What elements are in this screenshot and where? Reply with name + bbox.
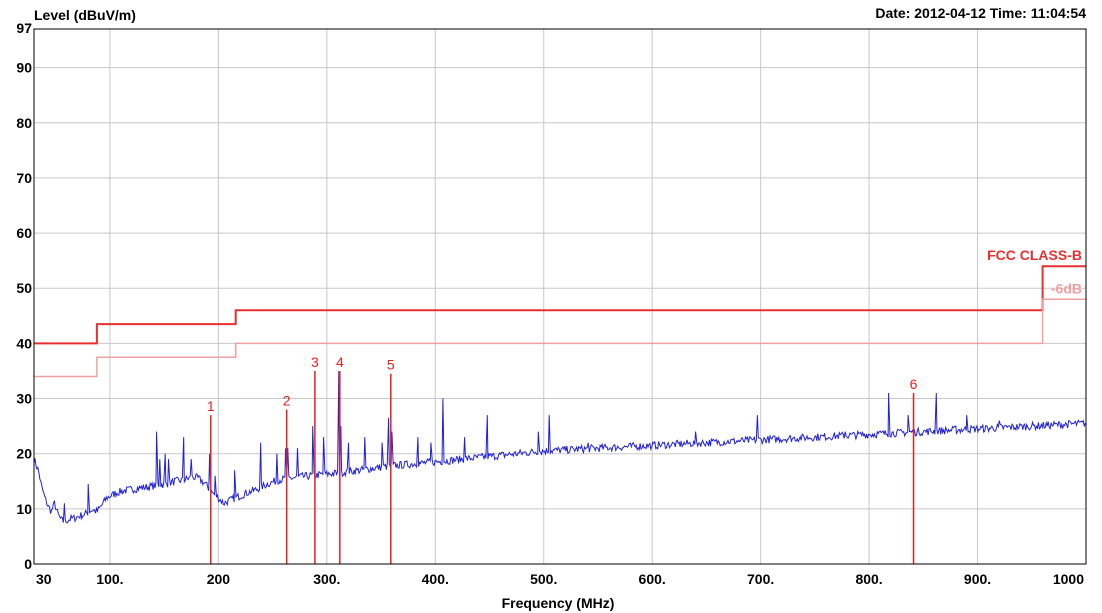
x-tick-label: 30 bbox=[36, 571, 52, 587]
x-tick-label: 600. bbox=[639, 571, 666, 587]
marker-label-5: 5 bbox=[387, 357, 395, 373]
grid bbox=[34, 29, 1086, 564]
markers: 1 2 3 4 5 6 bbox=[207, 354, 918, 564]
x-tick-label: 400. bbox=[422, 571, 449, 587]
y-tick-label: 70 bbox=[16, 170, 32, 186]
tick-labels: 30 100. 200 300. 400. 500. 600. 700. 800. 900. 100… bbox=[16, 20, 1084, 587]
y-tick-label: 90 bbox=[16, 60, 32, 76]
marker-label-3: 3 bbox=[311, 354, 319, 370]
x-tick-label: 700. bbox=[747, 571, 774, 587]
marker-label-6: 6 bbox=[910, 376, 918, 392]
y-tick-label: 60 bbox=[16, 225, 32, 241]
y-tick-label: 10 bbox=[16, 501, 32, 517]
marker-label-1: 1 bbox=[207, 398, 215, 414]
y-tick-label: 0 bbox=[24, 556, 32, 572]
plot-frame bbox=[33, 28, 1087, 565]
limit-label-margin: -6dB bbox=[1051, 280, 1082, 296]
x-tick-label: 100. bbox=[96, 571, 123, 587]
date-time-readout: Date: 2012-04-12 Time: 11:04:54 bbox=[875, 5, 1086, 21]
limit-label-fcc-class-b: FCC CLASS-B bbox=[987, 247, 1082, 263]
y-tick-label: 80 bbox=[16, 115, 32, 131]
trace bbox=[33, 370, 1086, 524]
y-tick-label: 20 bbox=[16, 446, 32, 462]
y-axis-label: Level (dBuV/m) bbox=[34, 7, 136, 23]
y-tick-label: 97 bbox=[16, 20, 32, 36]
x-tick-label: 800. bbox=[855, 571, 882, 587]
x-tick-label: 1000 bbox=[1053, 571, 1084, 587]
y-tick-label: 30 bbox=[16, 391, 32, 407]
y-tick-label: 40 bbox=[16, 335, 32, 351]
limit-line-margin bbox=[34, 298, 1086, 378]
limit-line-fcc-class-b bbox=[34, 265, 1086, 345]
marker-label-2: 2 bbox=[283, 393, 291, 409]
x-tick-label: 300. bbox=[313, 571, 340, 587]
x-axis-label: Frequency (MHz) bbox=[502, 595, 615, 611]
measurement-trace bbox=[33, 370, 1086, 524]
x-tick-label: 900. bbox=[964, 571, 991, 587]
marker-label-4: 4 bbox=[336, 354, 344, 370]
y-tick-label: 50 bbox=[16, 280, 32, 296]
x-tick-label: 200 bbox=[207, 571, 231, 587]
limit-lines: FCC CLASS-B -6dB bbox=[34, 247, 1086, 378]
x-tick-label: 500. bbox=[530, 571, 557, 587]
